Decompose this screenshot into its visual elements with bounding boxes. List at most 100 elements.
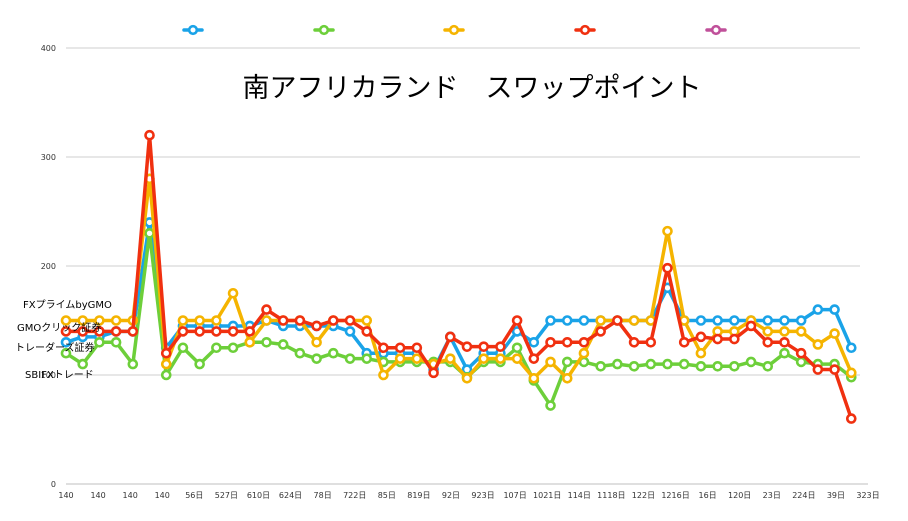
data-point — [311, 336, 322, 348]
data-point — [160, 369, 172, 381]
data-point — [311, 353, 322, 364]
data-point — [194, 315, 205, 326]
data-point — [261, 315, 272, 326]
data-point — [645, 358, 657, 370]
data-point — [545, 336, 556, 348]
data-point — [561, 336, 573, 348]
data-point — [211, 342, 222, 354]
data-point — [227, 287, 239, 299]
data-point — [177, 315, 189, 326]
data-point — [361, 353, 373, 364]
data-point — [511, 353, 523, 364]
data-point — [745, 356, 757, 368]
data-point — [578, 336, 590, 348]
data-point — [628, 336, 640, 348]
data-point — [779, 336, 790, 348]
x-tick-label: 107日 — [503, 491, 526, 500]
x-tick-label: 39日 — [827, 491, 845, 500]
data-point — [144, 228, 155, 239]
data-point — [344, 326, 356, 337]
legend-entry — [182, 24, 204, 36]
data-point — [378, 369, 389, 381]
data-point — [712, 333, 723, 345]
legend-marker — [710, 24, 722, 36]
x-tick-label: 819日 — [407, 491, 430, 500]
data-point — [695, 331, 707, 343]
data-point — [795, 356, 807, 368]
data-point — [628, 360, 640, 372]
series-label: SBIFXトレード — [25, 370, 94, 381]
series — [60, 129, 857, 424]
x-tick-label: 120日 — [728, 491, 751, 500]
data-point — [612, 358, 623, 370]
data-point — [211, 315, 222, 326]
data-point — [695, 347, 707, 359]
data-point — [378, 342, 389, 354]
data-point — [845, 413, 857, 424]
data-point — [528, 372, 540, 384]
data-point — [762, 360, 774, 372]
data-point — [211, 326, 222, 337]
data-point — [394, 342, 406, 354]
data-point — [144, 129, 155, 141]
series-label: GMOクリック証券 — [17, 321, 101, 334]
series-group — [60, 129, 857, 424]
legend-marker — [318, 24, 330, 36]
data-point — [328, 347, 339, 359]
data-point — [94, 336, 105, 348]
data-point — [394, 353, 406, 364]
data-point — [812, 339, 824, 350]
data-point — [194, 358, 205, 370]
data-point — [578, 315, 590, 326]
data-point — [528, 353, 540, 364]
x-tick-label: 23日 — [763, 491, 781, 500]
legend-entry — [313, 24, 335, 36]
x-tick-label: 610日 — [247, 491, 270, 500]
data-point — [762, 326, 774, 337]
data-point — [795, 347, 807, 359]
data-point — [779, 326, 790, 337]
chart-title: 南アフリカランド スワップポイント — [243, 73, 702, 104]
data-point — [461, 341, 473, 352]
data-point — [545, 356, 556, 368]
legend — [182, 24, 727, 36]
x-tick-label: 140 — [155, 491, 170, 500]
data-point — [77, 315, 89, 326]
data-point — [177, 326, 189, 337]
data-point — [461, 372, 473, 384]
data-point — [344, 315, 356, 326]
data-point — [795, 315, 807, 326]
data-point — [227, 342, 239, 354]
data-point — [244, 336, 256, 348]
data-point — [160, 347, 172, 359]
legend-marker — [187, 24, 199, 36]
data-point — [110, 326, 122, 337]
x-tick-label: 140 — [58, 491, 73, 500]
data-point — [561, 315, 573, 326]
data-point — [662, 225, 673, 237]
data-point — [561, 356, 573, 368]
data-point — [344, 353, 356, 364]
x-tick-label: 85日 — [378, 491, 396, 500]
x-tick-label: 78日 — [314, 491, 332, 500]
data-point — [662, 358, 673, 370]
data-point — [762, 315, 774, 326]
data-point — [177, 342, 189, 354]
data-point — [561, 372, 573, 384]
x-axis: 140 140 140 140 56日 527日 610日 624日 78日 722日 85日 819… — [58, 483, 880, 500]
x-tick-label: 1118日 — [597, 491, 625, 500]
data-point — [444, 353, 456, 364]
data-point — [511, 315, 523, 326]
data-point — [578, 347, 590, 359]
data-point — [595, 360, 606, 372]
data-point — [612, 315, 623, 326]
y-tick-label: 200 — [41, 262, 56, 271]
y-tick-label: 0 — [51, 480, 56, 489]
data-point — [77, 358, 89, 370]
data-point — [94, 315, 105, 326]
data-point — [712, 360, 723, 372]
x-tick-label: 114日 — [568, 491, 591, 500]
gridlines — [66, 47, 860, 485]
data-point — [545, 315, 556, 326]
